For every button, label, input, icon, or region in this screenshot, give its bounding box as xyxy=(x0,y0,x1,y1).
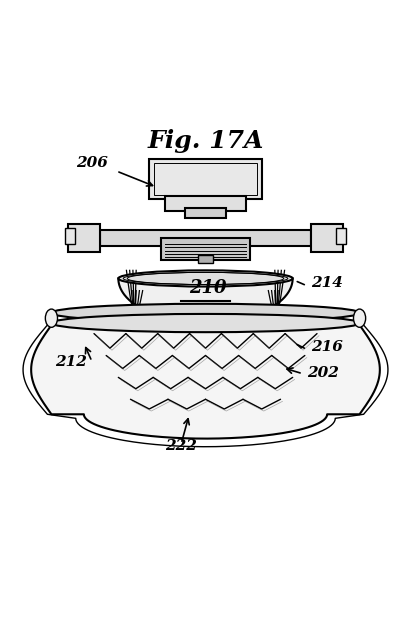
Bar xyxy=(68,224,100,252)
Bar xyxy=(199,255,212,263)
Bar xyxy=(161,238,250,260)
Bar xyxy=(100,230,311,246)
Text: 216: 216 xyxy=(311,341,343,355)
Ellipse shape xyxy=(118,271,293,286)
Ellipse shape xyxy=(51,304,360,322)
Polygon shape xyxy=(118,278,293,323)
Bar xyxy=(185,208,226,218)
Text: 222: 222 xyxy=(165,438,197,452)
Text: 210: 210 xyxy=(189,279,227,297)
Bar xyxy=(311,224,343,252)
Bar xyxy=(165,197,246,211)
Text: 206: 206 xyxy=(76,156,108,170)
Ellipse shape xyxy=(45,309,58,327)
Bar xyxy=(336,228,346,244)
Text: 212: 212 xyxy=(55,355,88,369)
Bar xyxy=(154,163,257,195)
Polygon shape xyxy=(31,325,380,438)
Text: Fig. 17A: Fig. 17A xyxy=(147,129,264,152)
Bar xyxy=(65,228,75,244)
Bar xyxy=(149,159,262,200)
Text: 202: 202 xyxy=(307,366,339,380)
Text: 214: 214 xyxy=(311,276,343,290)
Ellipse shape xyxy=(51,314,360,332)
Ellipse shape xyxy=(353,309,366,327)
